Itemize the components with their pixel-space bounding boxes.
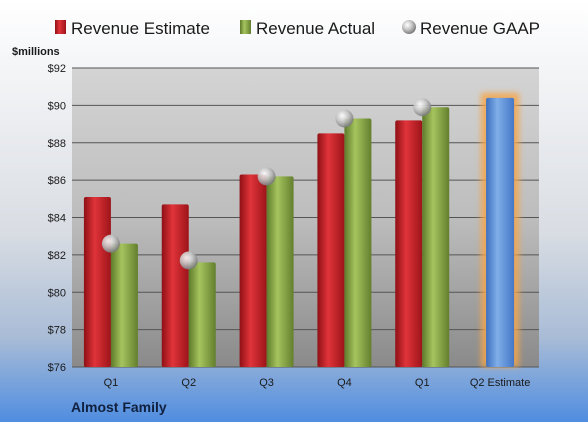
bar-revenue-estimate bbox=[239, 174, 267, 367]
marker-revenue-gaap bbox=[413, 98, 432, 117]
y-tick-label: $84 bbox=[48, 213, 66, 225]
x-tick-label: Q4 bbox=[337, 377, 352, 389]
y-tick-label: $82 bbox=[48, 250, 66, 262]
y-tick-label: $80 bbox=[48, 287, 66, 299]
bar-revenue-actual bbox=[344, 118, 372, 367]
legend-swatch-estimate bbox=[55, 20, 66, 34]
x-tick-label: Q1 bbox=[415, 377, 430, 389]
x-tick-label: Q1 bbox=[104, 377, 119, 389]
x-tick-label: Q2 Estimate bbox=[470, 377, 531, 389]
y-tick-label: $86 bbox=[48, 175, 66, 187]
bar-revenue-estimate bbox=[83, 196, 111, 367]
company-name: Almost Family bbox=[71, 399, 167, 415]
bar-revenue-actual bbox=[188, 262, 216, 367]
x-axis: Q1 Q2 Q3 Q4 Q1 Q2 Estimate bbox=[104, 377, 531, 389]
legend-swatch-gaap bbox=[402, 20, 416, 34]
bar-revenue-actual bbox=[422, 107, 450, 368]
marker-revenue-gaap bbox=[101, 234, 120, 253]
x-tick-label: Q2 bbox=[181, 377, 196, 389]
gridlines bbox=[72, 67, 539, 368]
marker-revenue-gaap bbox=[257, 167, 276, 186]
legend-label-estimate: Revenue Estimate bbox=[71, 19, 210, 38]
bar-revenue-actual bbox=[110, 243, 138, 367]
gaap-markers bbox=[101, 98, 432, 270]
y-tick-label: $88 bbox=[48, 138, 66, 150]
y-axis: $76 $78 $80 $82 $84 $86 $88 $90 $92 bbox=[48, 63, 66, 374]
bars bbox=[83, 92, 520, 368]
y-tick-label: $92 bbox=[48, 63, 66, 75]
bar-revenue-estimate bbox=[395, 120, 423, 367]
bar-revenue-actual bbox=[266, 176, 294, 367]
marker-revenue-gaap bbox=[179, 251, 198, 270]
legend: Revenue Estimate Revenue Actual Revenue … bbox=[55, 19, 540, 38]
bar-q2-estimate bbox=[486, 97, 515, 368]
y-tick-label: $76 bbox=[48, 362, 66, 374]
bar-revenue-estimate bbox=[161, 204, 189, 367]
legend-label-gaap: Revenue GAAP bbox=[420, 19, 540, 38]
y-axis-label: $millions bbox=[12, 46, 60, 58]
y-tick-label: $78 bbox=[48, 325, 66, 337]
legend-label-actual: Revenue Actual bbox=[256, 19, 375, 38]
marker-revenue-gaap bbox=[335, 109, 354, 128]
bar-revenue-estimate bbox=[317, 133, 345, 367]
legend-swatch-actual bbox=[240, 20, 251, 34]
y-tick-label: $90 bbox=[48, 100, 66, 112]
x-tick-label: Q3 bbox=[259, 377, 274, 389]
